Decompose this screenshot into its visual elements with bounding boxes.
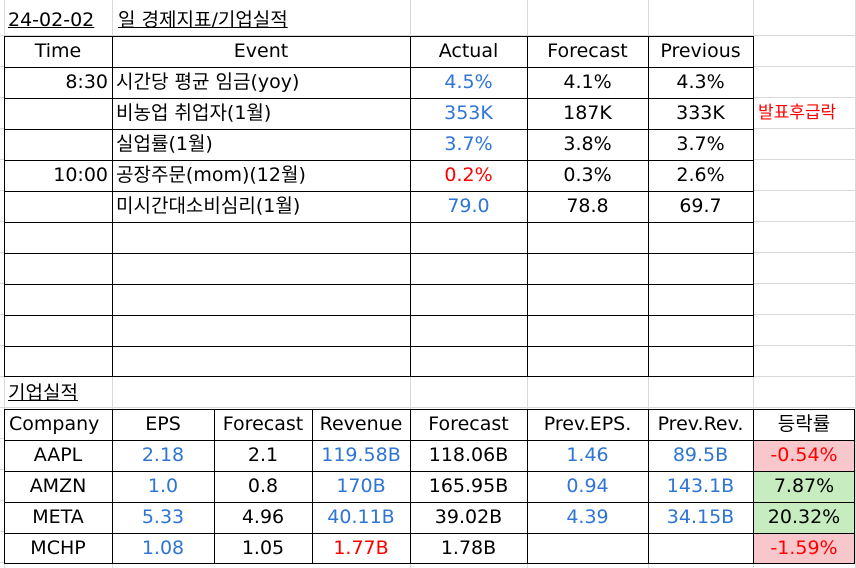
earnings-row-company: MCHP	[30, 537, 86, 559]
econ-row-forecast: 78.8	[566, 195, 609, 217]
earnings-row-prev-eps: 4.39	[566, 506, 609, 528]
earnings-row-eps-forecast: 2.1	[247, 444, 279, 466]
col-revenue: Revenue	[319, 413, 403, 435]
earnings-row-rev-forecast: 1.78B	[440, 537, 497, 559]
econ-row-event: 실업률(1월)	[116, 133, 213, 155]
earnings-row-change: -1.59%	[770, 537, 838, 559]
col-eps-forecast: Forecast	[222, 413, 304, 435]
col-rev-forecast: Forecast	[428, 413, 509, 435]
econ-row-event: 비농업 취업자(1월)	[116, 102, 272, 124]
earnings-title: 기업실적	[8, 382, 78, 404]
earnings-row-prev-rev	[648, 533, 753, 564]
econ-row-previous: 333K	[676, 102, 725, 124]
econ-row-time	[4, 129, 112, 160]
econ-row-time	[4, 98, 112, 129]
econ-row-forecast: 4.1%	[563, 71, 612, 93]
earnings-row-eps: 1.08	[141, 537, 185, 559]
col-actual: Actual	[438, 40, 499, 62]
econ-row-time	[4, 191, 112, 222]
earnings-row-revenue: 1.77B	[333, 537, 389, 559]
earnings-row-prev-rev: 89.5B	[672, 444, 729, 466]
earnings-row-rev-forecast: 39.02B	[434, 506, 503, 528]
earnings-row-company: META	[32, 506, 84, 528]
earnings-row-eps-forecast: 4.96	[241, 506, 285, 528]
col-time: Time	[34, 40, 82, 62]
earnings-row-prev-rev: 143.1B	[666, 475, 735, 497]
report-title: 일 경제지표/기업실적	[118, 9, 288, 31]
econ-row-time: 8:30	[65, 71, 108, 93]
col-company: Company	[9, 413, 100, 435]
earnings-row-rev-forecast: 165.95B	[428, 475, 509, 497]
econ-row-previous: 2.6%	[676, 164, 725, 186]
econ-row-actual: 0.2%	[444, 164, 493, 186]
earnings-row-prev-eps: 0.94	[566, 475, 609, 497]
col-eps: EPS	[145, 413, 181, 435]
earnings-row-eps-forecast: 0.8	[247, 475, 279, 497]
econ-row-forecast: 0.3%	[563, 164, 612, 186]
col-change: 등락률	[777, 413, 831, 435]
earnings-row-prev-eps: 1.46	[566, 444, 609, 466]
econ-row-forecast: 3.8%	[563, 133, 612, 155]
econ-row-event: 미시간대소비심리(1월)	[116, 195, 301, 217]
earnings-row-company: AMZN	[29, 475, 87, 497]
earnings-row-revenue: 40.11B	[327, 506, 395, 528]
col-event: Event	[233, 40, 289, 62]
earnings-row-eps-forecast: 1.05	[241, 537, 285, 559]
earnings-row-rev-forecast: 118.06B	[428, 444, 509, 466]
earnings-row-change: 7.87%	[773, 475, 835, 497]
earnings-row-company: AAPL	[33, 444, 83, 466]
econ-row-time: 10:00	[53, 164, 108, 186]
earnings-row-prev-eps	[527, 533, 648, 564]
econ-row-event: 시간당 평균 임금(yoy)	[116, 71, 300, 93]
earnings-row-eps: 2.18	[141, 444, 185, 466]
econ-row-actual: 3.7%	[444, 133, 493, 155]
econ-row-actual: 79.0	[447, 195, 490, 217]
earnings-row-eps: 1.0	[147, 475, 179, 497]
econ-row-previous: 3.7%	[676, 133, 725, 155]
col-previous: Previous	[660, 40, 741, 62]
earnings-row-prev-rev: 34.15B	[666, 506, 735, 528]
econ-row-actual: 353K	[444, 102, 493, 124]
earnings-row-change: 20.32%	[767, 506, 841, 528]
econ-row-previous: 4.3%	[676, 71, 725, 93]
report-date: 24-02-02	[8, 9, 95, 31]
earnings-row-change: -0.54%	[770, 444, 838, 466]
econ-row-forecast: 187K	[563, 102, 612, 124]
econ-row-previous: 69.7	[679, 195, 722, 217]
earnings-row-eps: 5.33	[141, 506, 185, 528]
earnings-row-revenue: 170B	[336, 475, 386, 497]
col-prev-eps: Prev.EPS.	[543, 413, 632, 435]
col-forecast: Forecast	[547, 40, 628, 62]
econ-row-note: 발표후급락	[758, 103, 837, 123]
econ-row-event: 공장주문(mom)(12월)	[116, 164, 306, 186]
col-prev-rev: Prev.Rev.	[657, 413, 744, 435]
econ-row-actual: 4.5%	[444, 71, 493, 93]
earnings-row-revenue: 119.58B	[321, 444, 401, 466]
